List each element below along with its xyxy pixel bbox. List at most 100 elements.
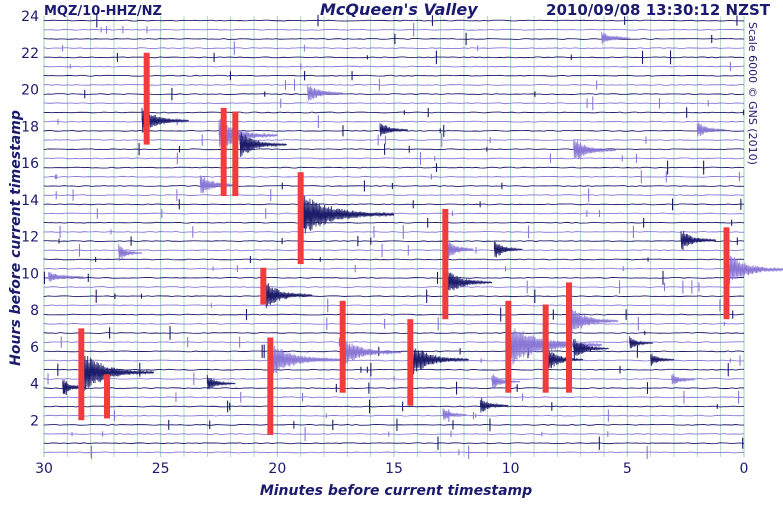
- x-tick-label: 0: [740, 461, 749, 477]
- trace-line: [43, 387, 745, 389]
- clipped-event-bar: [143, 52, 150, 145]
- seismic-event: [342, 340, 402, 367]
- seismic-event: [573, 338, 610, 360]
- trace-line: [43, 304, 745, 307]
- seismic-event: [727, 251, 783, 286]
- seismic-event: [118, 244, 143, 261]
- event-group: [48, 31, 783, 421]
- trace-line: [43, 194, 745, 197]
- y-tick-label: 18: [21, 119, 39, 135]
- trace-line: [43, 203, 745, 206]
- clipped-event-bar: [267, 337, 274, 435]
- trace-line: [43, 65, 745, 68]
- y-tick-label: 24: [21, 9, 39, 25]
- trace-line: [43, 423, 745, 426]
- y-tick-label: 8: [30, 303, 39, 319]
- trace-line: [43, 231, 745, 233]
- trace-line: [43, 38, 745, 40]
- seismic-event: [629, 336, 654, 349]
- seismic-event: [199, 175, 239, 193]
- trace-line: [43, 175, 745, 178]
- chart-title: McQueen's Valley: [320, 0, 478, 19]
- trace-line: [43, 451, 745, 454]
- clipped-event-bar: [297, 172, 304, 265]
- x-tick-label: 25: [152, 461, 170, 477]
- seismic-event: [547, 347, 584, 369]
- seismic-event: [444, 268, 493, 296]
- clipped-event-bar: [232, 111, 239, 197]
- seismic-event: [83, 355, 155, 392]
- seismic-event: [265, 283, 313, 309]
- trace-line: [43, 212, 745, 215]
- y-tick-label: 4: [30, 377, 39, 393]
- trace-line: [43, 28, 745, 31]
- y-tick-label: 6: [30, 340, 39, 356]
- trace-line: [43, 295, 745, 298]
- clipped-event-bar: [505, 300, 512, 393]
- trace-line: [43, 286, 745, 288]
- seismic-event: [573, 140, 617, 159]
- x-tick-label: 20: [268, 461, 286, 477]
- seismic-event: [680, 231, 717, 251]
- y-tick-label: 20: [21, 83, 39, 99]
- station-code: MQZ/10-HHZ/NZ: [44, 4, 162, 19]
- trace-line: [43, 139, 745, 141]
- seismic-event: [507, 326, 603, 366]
- trace-line: [43, 442, 745, 445]
- trace-line: [43, 240, 745, 242]
- seismic-event: [444, 234, 474, 259]
- y-tick-label: 12: [21, 230, 39, 246]
- trace-line: [43, 157, 745, 160]
- scale-note: Scale 6000 © GNS (2010): [746, 22, 759, 165]
- clipped-event-bar: [220, 107, 227, 197]
- trace-line: [43, 396, 745, 399]
- x-tick-label: 15: [385, 461, 403, 477]
- seismic-event: [442, 408, 467, 421]
- trace-line: [43, 221, 745, 224]
- trace-line: [43, 359, 745, 362]
- trace-line: [43, 148, 745, 151]
- seismic-event: [307, 85, 343, 102]
- trace-line: [43, 276, 745, 279]
- clipped-event-bar: [442, 208, 449, 320]
- seismic-event: [671, 373, 696, 385]
- y-tick-label: 2: [30, 413, 39, 429]
- trace-line: [43, 258, 745, 261]
- x-tick-label: 30: [35, 461, 53, 477]
- clipped-event-bar: [260, 267, 267, 305]
- trace-line: [43, 249, 745, 252]
- y-tick-label: 14: [21, 193, 39, 209]
- seismic-event: [601, 31, 630, 45]
- seismic-event: [48, 271, 84, 282]
- trace-line: [43, 56, 745, 59]
- trace-line: [43, 341, 745, 344]
- trace-group: [43, 13, 745, 460]
- seismic-event: [479, 397, 509, 413]
- trace-line: [43, 111, 745, 114]
- clip-group: [78, 52, 730, 435]
- x-axis-label: Minutes before current timestamp: [260, 483, 532, 499]
- seismic-event: [300, 191, 395, 235]
- y-tick-label: 16: [21, 156, 39, 172]
- trace-line: [43, 129, 745, 132]
- trace-line: [43, 19, 745, 22]
- y-tick-label: 22: [21, 46, 39, 62]
- seismic-event: [269, 345, 341, 375]
- trace-line: [43, 368, 744, 371]
- trace-line: [43, 84, 745, 86]
- seismic-event: [379, 123, 409, 137]
- clipped-event-bar: [566, 282, 572, 393]
- clipped-event-bar: [339, 300, 346, 393]
- trace-line: [43, 414, 745, 417]
- x-tick-label: 10: [502, 461, 520, 477]
- trace-line: [43, 322, 745, 325]
- clipped-event-bar: [104, 374, 110, 419]
- clipped-event-bar: [542, 304, 549, 393]
- seismic-event: [493, 240, 523, 258]
- seismic-event: [239, 132, 288, 158]
- y-axis-label: Hours before current timestamp: [8, 110, 24, 366]
- seismic-event: [206, 374, 236, 390]
